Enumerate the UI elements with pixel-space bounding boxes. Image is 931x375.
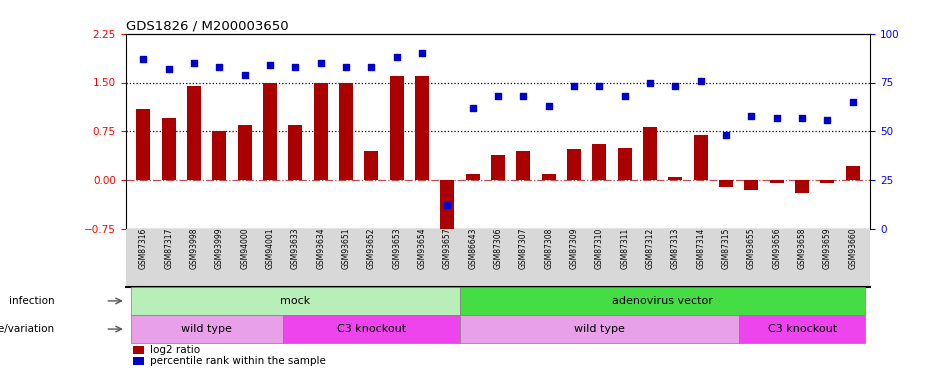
Text: log2 ratio: log2 ratio (150, 345, 199, 355)
Bar (289, 125, 303, 180)
Point (491, 93, 506, 99)
Point (719, 132, 734, 138)
Bar (492, 155, 505, 180)
Bar (162, 118, 176, 180)
Point (186, 60, 201, 66)
Point (466, 105, 480, 111)
Bar (592, 144, 606, 180)
Bar (542, 174, 556, 180)
Bar (770, 180, 784, 183)
Text: infection: infection (9, 296, 55, 306)
Text: mock: mock (280, 296, 311, 306)
Text: genotype/variation: genotype/variation (0, 324, 55, 334)
Bar (643, 127, 657, 180)
Point (592, 83, 607, 89)
Bar (283, 315, 460, 343)
Point (617, 93, 632, 99)
Bar (719, 180, 733, 186)
Bar (212, 131, 226, 180)
Point (769, 115, 784, 121)
Text: wild type: wild type (182, 324, 232, 334)
Point (820, 117, 835, 123)
Point (237, 72, 252, 78)
Point (694, 78, 708, 84)
Point (389, 54, 404, 60)
Point (440, 202, 455, 208)
Text: C3 knockout: C3 knockout (767, 324, 837, 334)
Bar (460, 287, 866, 315)
Bar (390, 76, 404, 180)
Bar (466, 174, 479, 180)
Text: percentile rank within the sample: percentile rank within the sample (150, 356, 326, 366)
Bar (364, 151, 378, 180)
Point (744, 112, 759, 118)
Bar (137, 108, 151, 180)
Bar (567, 149, 581, 180)
Point (364, 64, 379, 70)
Bar (845, 166, 859, 180)
Point (668, 83, 682, 89)
Point (161, 66, 176, 72)
Bar (795, 180, 809, 193)
Bar (415, 76, 429, 180)
Point (263, 62, 277, 68)
Bar (745, 180, 759, 190)
Bar (133, 357, 144, 365)
Point (642, 80, 657, 86)
Point (541, 103, 556, 109)
Bar (339, 82, 353, 180)
Point (795, 115, 810, 121)
Text: adenovirus vector: adenovirus vector (613, 296, 713, 306)
Bar (440, 180, 454, 235)
Point (845, 99, 860, 105)
Bar (237, 125, 251, 180)
Point (567, 83, 582, 89)
Bar (517, 151, 531, 180)
Bar (618, 147, 632, 180)
Text: GDS1826 / M200003650: GDS1826 / M200003650 (126, 20, 289, 33)
Bar (694, 135, 708, 180)
Point (516, 93, 531, 99)
Bar (668, 177, 682, 180)
Point (339, 64, 354, 70)
Point (136, 56, 151, 62)
Bar (314, 82, 328, 180)
Bar (460, 315, 739, 343)
Bar (130, 315, 283, 343)
Point (212, 64, 227, 70)
Text: wild type: wild type (574, 324, 625, 334)
Bar (739, 315, 866, 343)
Bar (820, 180, 834, 183)
Bar (133, 346, 144, 354)
Bar (263, 82, 277, 180)
Text: C3 knockout: C3 knockout (337, 324, 406, 334)
Bar (187, 86, 201, 180)
Point (288, 64, 303, 70)
Point (314, 60, 329, 66)
Bar (130, 287, 460, 315)
Point (414, 50, 429, 56)
